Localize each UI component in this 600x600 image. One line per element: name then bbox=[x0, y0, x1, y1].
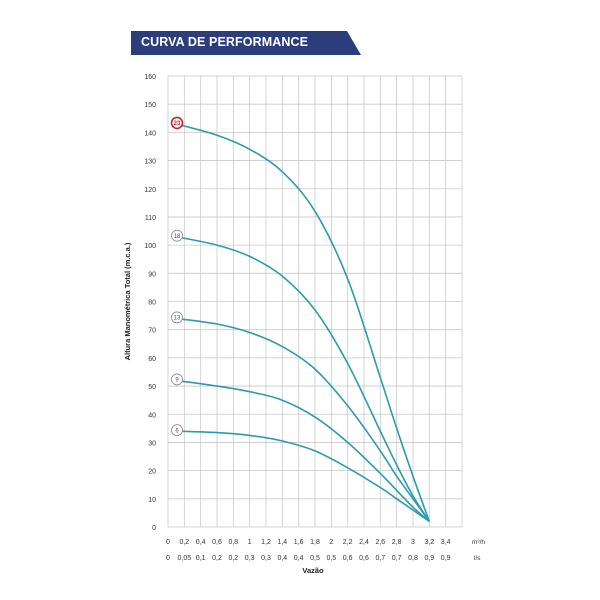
series-line-23 bbox=[175, 123, 431, 522]
series-badge bbox=[171, 229, 183, 242]
chart-axes: 0102030405060708090100110120130140150160… bbox=[123, 74, 485, 575]
chart-series bbox=[175, 123, 431, 523]
y-tick-label: 50 bbox=[148, 384, 156, 391]
x-tick-label-m3h: 1,2 bbox=[261, 539, 271, 546]
series-line-13 bbox=[176, 317, 430, 522]
x-tick-label-ls: 0,2 bbox=[212, 555, 222, 562]
x-tick-label-ls: 0 bbox=[166, 555, 170, 562]
x-tick-label-m3h: 0,8 bbox=[228, 539, 238, 546]
x-tick-label-ls: 0,9 bbox=[424, 555, 434, 562]
series-badge bbox=[171, 424, 183, 437]
x-tick-label-ls: 0,7 bbox=[375, 555, 385, 562]
x-tick-label-m3h: 0,4 bbox=[196, 539, 206, 546]
series-badge bbox=[171, 311, 183, 324]
series-line-6 bbox=[176, 430, 430, 523]
y-tick-label: 20 bbox=[148, 469, 156, 476]
series-label: 18 bbox=[174, 234, 181, 240]
x-tick-label-ls: 0,6 bbox=[343, 555, 353, 562]
x-tick-label-m3h: 1,4 bbox=[277, 539, 287, 546]
y-tick-label: 40 bbox=[148, 412, 156, 419]
x-tick-label-ls: 0,4 bbox=[277, 555, 287, 562]
x-tick-label-m3h: 2,2 bbox=[343, 539, 353, 546]
x-tick-label-m3h: 2 bbox=[329, 539, 333, 546]
x-tick-label-m3h: 1 bbox=[248, 539, 252, 546]
y-tick-label: 0 bbox=[152, 525, 156, 532]
y-tick-label: 80 bbox=[148, 300, 156, 307]
x-tick-label-m3h: 1,6 bbox=[294, 539, 304, 546]
x-tick-label-ls: 0,6 bbox=[359, 555, 369, 562]
x-tick-label-ls: 0,5 bbox=[326, 555, 336, 562]
page-title: CURVA DE PERFORMANCE bbox=[141, 35, 309, 49]
series-label: 13 bbox=[174, 316, 181, 322]
series-label: 9 bbox=[175, 378, 179, 384]
y-tick-label: 110 bbox=[145, 215, 156, 222]
x-unit-m3h: m³/h bbox=[472, 539, 485, 546]
x-tick-label-ls: 0,9 bbox=[441, 555, 451, 562]
series-badge bbox=[171, 373, 183, 386]
x-tick-label-m3h: 2,6 bbox=[375, 539, 385, 546]
x-tick-label-m3h: 0 bbox=[166, 539, 170, 546]
series-badge bbox=[170, 116, 184, 130]
x-tick-label-m3h: 1,8 bbox=[310, 539, 320, 546]
chart-series-labels: 23 18 13 9 6 bbox=[170, 116, 184, 437]
y-tick-label: 30 bbox=[148, 440, 156, 447]
x-tick-label-ls: 0,1 bbox=[196, 555, 206, 562]
y-tick-label: 130 bbox=[144, 159, 156, 166]
series-label: 23 bbox=[174, 121, 181, 127]
y-axis-title: Altura Manométrica Total (m.c.a.) bbox=[123, 242, 132, 360]
x-tick-label-ls: 0,8 bbox=[408, 555, 418, 562]
y-tick-label: 150 bbox=[144, 102, 156, 109]
header-banner bbox=[131, 31, 361, 55]
x-tick-label-ls: 0,05 bbox=[178, 555, 192, 562]
x-tick-label-ls: 0,2 bbox=[228, 555, 238, 562]
y-tick-label: 70 bbox=[148, 328, 156, 335]
x-tick-label-m3h: 2,8 bbox=[392, 539, 402, 546]
y-tick-label: 140 bbox=[144, 130, 156, 137]
y-tick-label: 10 bbox=[148, 497, 156, 504]
x-tick-label-m3h: 3 bbox=[411, 539, 415, 546]
x-tick-label-m3h: 3,2 bbox=[424, 539, 434, 546]
x-unit-ls: l/s bbox=[474, 555, 481, 562]
y-tick-label: 60 bbox=[148, 356, 156, 363]
y-tick-label: 90 bbox=[148, 271, 156, 278]
x-tick-label-ls: 0,7 bbox=[392, 555, 402, 562]
y-tick-label: 100 bbox=[144, 243, 156, 250]
y-tick-label: 160 bbox=[144, 74, 156, 81]
x-axis-title: Vazão bbox=[302, 566, 324, 575]
series-label: 6 bbox=[175, 428, 179, 434]
x-tick-label-ls: 0,5 bbox=[310, 555, 320, 562]
x-tick-label-ls: 0,3 bbox=[245, 555, 255, 562]
series-line-9 bbox=[176, 379, 430, 522]
x-tick-label-m3h: 0,6 bbox=[212, 539, 222, 546]
x-tick-label-ls: 0,3 bbox=[261, 555, 271, 562]
x-tick-label-m3h: 0,2 bbox=[179, 539, 189, 546]
series-line-18 bbox=[176, 235, 430, 522]
x-tick-label-ls: 0,4 bbox=[294, 555, 304, 562]
header-banner-shape bbox=[131, 31, 361, 55]
x-tick-label-m3h: 2,4 bbox=[359, 539, 369, 546]
y-tick-label: 120 bbox=[144, 187, 156, 194]
chart-grid bbox=[167, 75, 463, 528]
x-tick-label-m3h: 3,4 bbox=[441, 539, 451, 546]
